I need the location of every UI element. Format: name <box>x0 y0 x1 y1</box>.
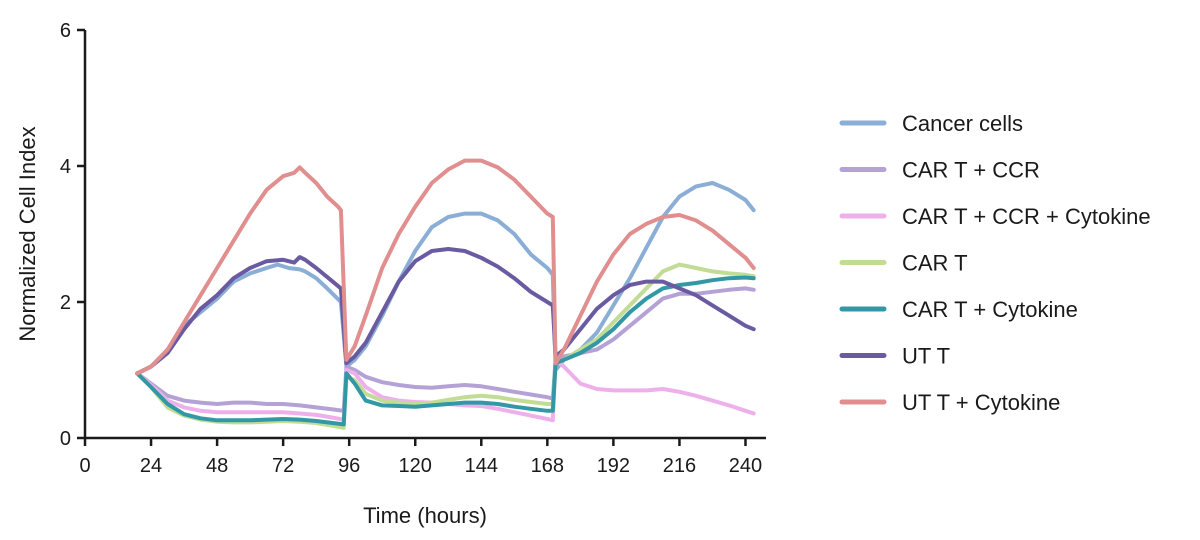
y-ticks: 0 2 4 6 <box>60 20 85 450</box>
x-tick-label: 168 <box>531 455 564 477</box>
y-tick-label: 6 <box>60 20 71 42</box>
legend-label-cancer-cells: Cancer cells <box>902 111 1023 136</box>
legend-label-ut-t-cytokine: UT T + Cytokine <box>902 390 1060 415</box>
legend-label-car-t-ccr: CAR T + CCR <box>902 158 1040 183</box>
series-line-car-t-ccr-cytokine <box>135 357 756 423</box>
legend-label-car-t-ccr-cytokine: CAR T + CCR + Cytokine <box>902 204 1151 229</box>
x-ticks: 0 24 48 72 96 120 144 168 192 216 240 <box>79 438 762 477</box>
x-tick-label: 144 <box>465 455 498 477</box>
x-tick-label: 72 <box>272 455 294 477</box>
legend-label-car-t: CAR T <box>902 251 968 276</box>
x-tick-label: 96 <box>338 455 360 477</box>
y-tick-label: 0 <box>60 428 71 450</box>
x-tick-label: 216 <box>663 455 696 477</box>
y-tick-label: 4 <box>60 156 71 178</box>
series-line-car-t-ccr <box>135 286 756 413</box>
x-tick-label: 0 <box>79 455 90 477</box>
x-tick-label: 120 <box>399 455 432 477</box>
x-tick-label: 48 <box>206 455 228 477</box>
x-tick-label: 192 <box>597 455 630 477</box>
y-tick-label: 2 <box>60 292 71 314</box>
series-layer <box>135 158 756 430</box>
legend-label-car-t-cytokine: CAR T + Cytokine <box>902 297 1078 322</box>
y-axis-title: Normalized Cell Index <box>15 126 40 341</box>
series-line-ut-t-cytokine <box>135 158 756 376</box>
legend-label-ut-t: UT T <box>902 344 950 369</box>
series-line-car-t <box>135 262 756 430</box>
x-tick-label: 240 <box>729 455 762 477</box>
series-line-ut-t <box>135 247 756 376</box>
series-line-car-t-cytokine <box>135 275 756 427</box>
series-line-cancer-cells <box>135 181 756 376</box>
x-axis-title: Time (hours) <box>363 503 487 528</box>
x-tick-label: 24 <box>140 455 162 477</box>
legend: Cancer cells CAR T + CCR CAR T + CCR + Cyt… <box>839 111 1151 415</box>
